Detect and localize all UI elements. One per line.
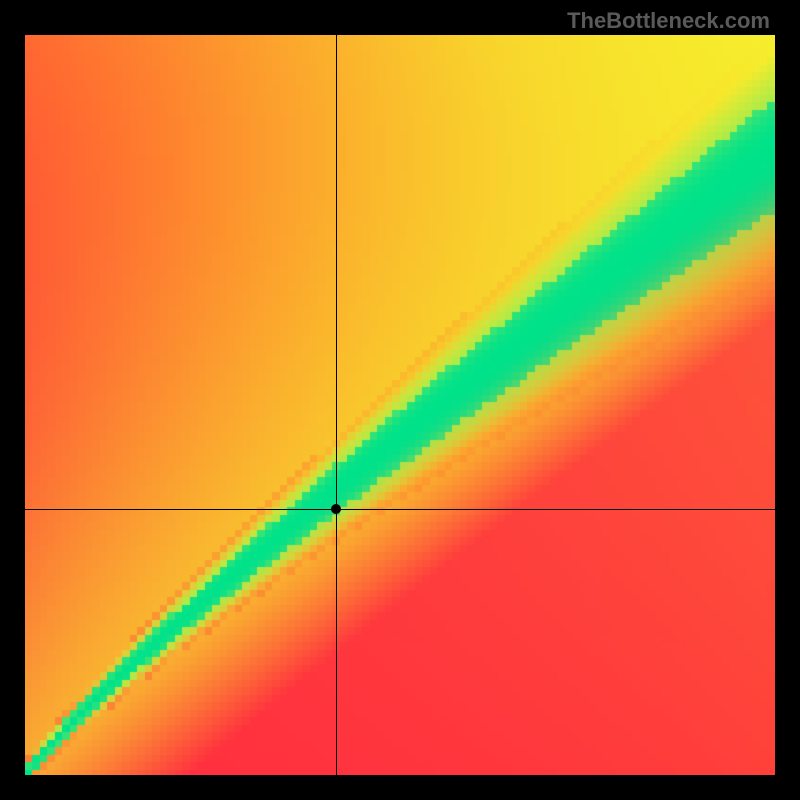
watermark-text: TheBottleneck.com xyxy=(567,8,770,34)
heatmap-chart xyxy=(25,35,775,775)
heatmap-canvas xyxy=(25,35,775,775)
